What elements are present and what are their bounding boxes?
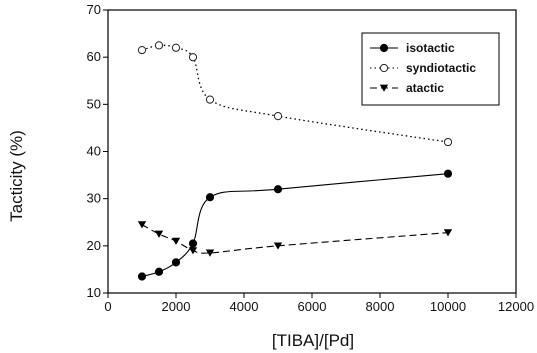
point-atactic (188, 247, 198, 255)
y-tick-label: 70 (87, 2, 101, 17)
x-tick-label: 12000 (498, 299, 534, 314)
point-atactic (273, 242, 283, 250)
point-isotactic (188, 239, 198, 248)
legend-marker-isotactic (379, 43, 389, 53)
point-syndiotactic (188, 53, 198, 62)
legend-label-isotactic: isotactic (406, 41, 455, 55)
y-axis-title: Tacticity (%) (7, 130, 26, 222)
point-atactic (171, 237, 181, 245)
point-syndiotactic (154, 41, 164, 50)
point-atactic (205, 249, 215, 257)
x-tick-label: 2000 (162, 299, 191, 314)
point-isotactic (205, 193, 215, 202)
point-syndiotactic (273, 112, 283, 121)
legend-marker-syndiotactic (379, 63, 389, 73)
point-atactic (137, 221, 147, 229)
series-line-atactic (141, 224, 449, 254)
x-tick-label: 6000 (298, 299, 327, 314)
legend-label-atactic: atactic (406, 81, 444, 95)
point-isotactic (154, 267, 164, 276)
axis-layer: 0 2000 4000 6000 8000 10000 12000 10 20 30 40 50 60 7… (87, 2, 535, 314)
point-syndiotactic (137, 45, 147, 55)
y-tick-label: 20 (87, 238, 101, 253)
point-isotactic (171, 258, 181, 267)
y-tick-label: 30 (87, 191, 101, 206)
x-tick-label: 8000 (366, 299, 395, 314)
point-atactic (154, 230, 164, 238)
y-tick-label: 60 (87, 49, 101, 64)
point-syndiotactic (443, 137, 453, 147)
x-axis-title: [TIBA]/[Pd] (272, 331, 354, 350)
legend-label-syndiotactic: syndiotactic (406, 61, 476, 75)
y-tick-label: 40 (87, 144, 101, 159)
point-syndiotactic (171, 43, 181, 52)
x-tick-label: 0 (104, 299, 111, 314)
legend: isotactic syndiotactic atactic (361, 32, 500, 106)
series-layer (137, 41, 453, 281)
point-atactic (443, 229, 453, 237)
point-isotactic (443, 169, 453, 178)
legend-marker-atactic (379, 84, 389, 92)
point-isotactic (273, 185, 283, 194)
series-line-isotactic (141, 173, 449, 278)
x-tick-label: 10000 (430, 299, 466, 314)
y-tick-label: 50 (87, 96, 101, 111)
y-tick-label: 10 (87, 285, 101, 300)
x-tick-label: 4000 (230, 299, 259, 314)
point-syndiotactic (205, 95, 215, 104)
point-isotactic (137, 272, 147, 281)
